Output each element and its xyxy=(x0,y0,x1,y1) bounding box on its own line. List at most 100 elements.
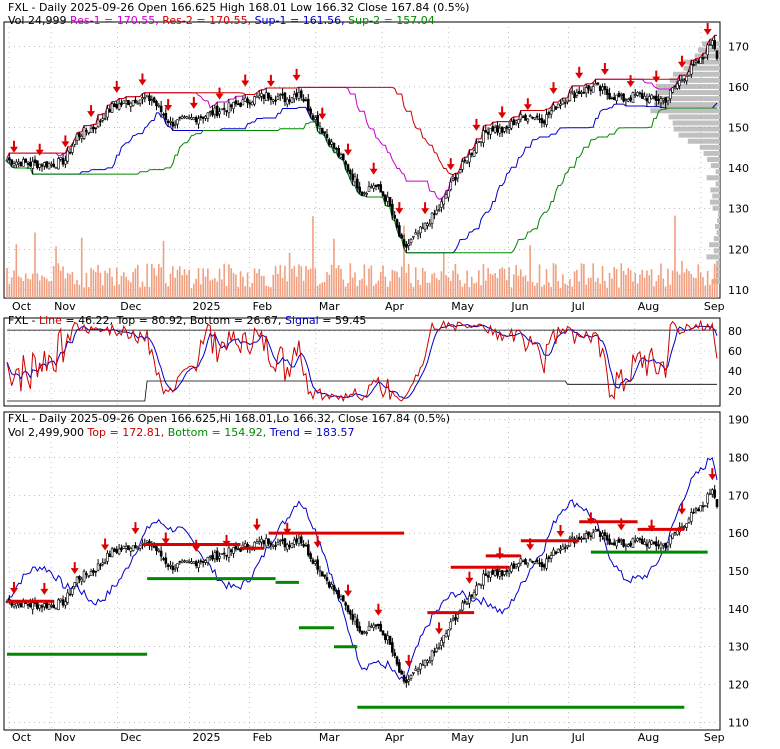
candle-body xyxy=(377,184,380,187)
volume-bar xyxy=(632,281,634,298)
sell-arrow-icon xyxy=(112,80,121,93)
volume-profile-bar xyxy=(709,242,720,248)
sell-arrow-icon xyxy=(626,75,635,88)
candle-body xyxy=(405,243,408,248)
candle-body xyxy=(61,158,65,165)
volume-bar xyxy=(601,266,604,298)
candle-body xyxy=(208,111,212,113)
candle-body xyxy=(428,223,432,227)
volume-bar xyxy=(484,280,487,298)
candle-body xyxy=(38,163,41,168)
volume-profile-bar xyxy=(712,278,720,284)
volume-bar xyxy=(424,271,426,298)
volume-bar xyxy=(221,279,223,298)
volume-bar xyxy=(174,277,176,298)
candle-body xyxy=(197,562,200,568)
oscillator-panel: 20406080OctNovDec2025FebMarAprMayJunJulA… xyxy=(3,314,742,407)
volume-bar xyxy=(120,275,123,298)
volume-bar xyxy=(169,273,172,298)
volume-bar xyxy=(400,266,403,298)
x-tick-label: Apr xyxy=(385,300,405,313)
candle-body xyxy=(580,537,583,540)
candle-body xyxy=(250,101,254,106)
candle-body xyxy=(328,139,331,146)
volume-bar xyxy=(34,232,36,298)
candle-body xyxy=(106,552,109,562)
volume-bar xyxy=(216,281,218,298)
sell-arrow-icon xyxy=(404,654,413,667)
volume-bar xyxy=(230,268,233,298)
candle-body xyxy=(584,533,588,540)
candle-body xyxy=(538,562,541,565)
candle-body xyxy=(638,92,642,95)
candle-body xyxy=(370,186,373,188)
candle-body xyxy=(619,539,623,542)
header-segment: Trend = 183.57 xyxy=(266,426,354,439)
candle-body xyxy=(407,243,411,246)
candle-body xyxy=(463,600,467,603)
volume-bar xyxy=(106,273,109,298)
sell-arrow-icon xyxy=(70,562,79,575)
candle-body xyxy=(19,161,23,167)
candle-body xyxy=(577,90,581,95)
candle-body xyxy=(211,554,214,560)
header-segment: = 80.92, xyxy=(135,314,190,327)
x-tick-label: 2025 xyxy=(193,300,221,313)
volume-bar xyxy=(396,271,398,298)
volume-profile-bar xyxy=(687,138,720,144)
candle-body xyxy=(15,161,18,166)
candle-body xyxy=(683,526,686,528)
candle-body xyxy=(288,99,291,102)
volume-bar xyxy=(520,269,522,298)
candle-body xyxy=(624,544,628,547)
volume-bar xyxy=(279,264,282,298)
candle-body xyxy=(57,599,60,610)
candle-body xyxy=(274,545,277,547)
candle-body xyxy=(159,550,163,557)
candle-body xyxy=(384,194,387,202)
candle-body xyxy=(706,493,709,504)
candle-body xyxy=(290,97,294,103)
volume-bar xyxy=(573,271,576,298)
candle-body xyxy=(82,127,86,139)
y-tick-label: 150 xyxy=(728,565,749,578)
candle-body xyxy=(363,192,366,194)
sell-arrow-icon xyxy=(435,622,444,635)
candle-body xyxy=(377,623,380,626)
candle-body xyxy=(650,94,653,100)
candle-body xyxy=(227,547,231,558)
candle-body xyxy=(180,116,184,119)
sell-arrow-icon xyxy=(549,82,558,95)
candle-body xyxy=(419,226,422,234)
candle-body xyxy=(33,159,37,163)
sell-arrow-icon xyxy=(266,74,275,87)
candle-body xyxy=(507,570,511,574)
header-segment: Bottom xyxy=(190,314,230,327)
volume-bar xyxy=(291,268,293,298)
volume-bar xyxy=(426,282,429,298)
candle-body xyxy=(706,44,709,56)
candle-body xyxy=(201,561,205,563)
volume-bar xyxy=(590,277,592,298)
volume-bar xyxy=(627,268,630,298)
candle-body xyxy=(708,493,712,496)
sell-arrow-icon xyxy=(252,518,261,531)
volume-bar xyxy=(274,266,277,298)
candle-body xyxy=(412,235,415,238)
candle-body xyxy=(433,651,436,653)
volume-bar xyxy=(197,268,200,298)
volume-bar xyxy=(438,279,440,298)
volume-bar xyxy=(562,274,564,298)
candle-body xyxy=(31,602,34,610)
volume-bar xyxy=(183,269,186,298)
candle-body xyxy=(521,560,525,563)
candle-body xyxy=(344,161,347,165)
candle-body xyxy=(386,196,389,202)
volume-profile-bar xyxy=(715,169,720,175)
volume-bar xyxy=(45,278,48,298)
candle-body xyxy=(206,112,210,119)
candle-body xyxy=(629,542,632,546)
candle-body xyxy=(332,585,336,591)
candle-body xyxy=(615,94,618,101)
